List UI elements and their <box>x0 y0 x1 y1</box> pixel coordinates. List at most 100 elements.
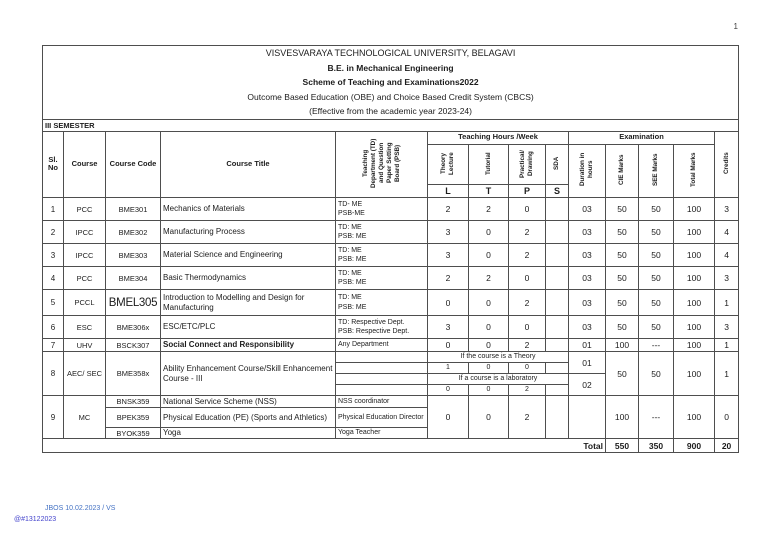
credits-cell: 1 <box>713 351 740 396</box>
td-psb-cell: TD: ME PSB: ME <box>335 266 428 290</box>
obe-cbcs-line: Outcome Based Education (OBE) and Choice… <box>247 91 534 102</box>
course-row-1: 1 PCC BME301 Mechanics of Materials TD- … <box>42 197 740 221</box>
p-cell: 0 <box>508 266 546 290</box>
theory-t-cell: 0 <box>468 362 509 374</box>
course-type-cell: IPCC <box>63 220 106 244</box>
cie-cell: 100 <box>605 338 639 352</box>
p-cell: 2 <box>508 338 546 352</box>
sl-cell: 9 <box>42 395 64 439</box>
duration-cell: 03 <box>568 289 606 316</box>
program-title: B.E. in Mechanical Engineering <box>327 62 454 73</box>
col-header-duration: Duration in hours <box>568 143 606 198</box>
td-line: TD: ME <box>338 269 362 277</box>
s-cell <box>545 243 569 267</box>
psb-line: PSB: ME <box>338 256 367 263</box>
semester-row: III SEMESTER <box>41 118 740 132</box>
see-cell: 50 <box>638 197 674 221</box>
p-cell: 0 <box>508 315 546 339</box>
credits-cell: 3 <box>713 266 740 290</box>
sl-cell: 7 <box>42 338 64 352</box>
total-marks-cell: 100 <box>673 220 715 244</box>
course-title-cell: Ability Enhancement Course/Skill Enhance… <box>160 351 336 396</box>
td-psb-cell: Physical Education Director <box>335 407 428 428</box>
see-cell: --- <box>638 395 674 439</box>
col-header-course-title: Course Title <box>160 130 336 198</box>
total-marks-cell: 100 <box>673 243 715 267</box>
col-header-course-code: Course Code <box>105 130 161 198</box>
total-marks-cell: 100 <box>673 266 715 290</box>
duration-cell: 03 <box>568 266 606 290</box>
course-code-cell: BME301 <box>105 197 161 221</box>
l-cell: 2 <box>427 197 469 221</box>
cie-cell: 50 <box>605 266 639 290</box>
total-marks-cell: 100 <box>673 315 715 339</box>
td-psb-cell: Any Department <box>335 338 428 352</box>
practical-drawing-vertical-label: Practical/ Drawing <box>519 149 534 178</box>
sub-header-s: S <box>545 184 569 198</box>
see-cell: --- <box>638 338 674 352</box>
psb-line: PSB: ME <box>338 233 367 240</box>
t-cell: 0 <box>468 220 509 244</box>
title-row: VISVESVARAYA TECHNOLOGICAL UNIVERSITY, B… <box>41 45 740 120</box>
total-marks-cell: 100 <box>673 338 715 352</box>
semester-label: III SEMESTER <box>41 118 740 132</box>
total-marks-cell: 900 <box>673 438 715 453</box>
duration-lab-cell: 02 <box>568 373 606 396</box>
group-header-examination: Examination <box>568 130 715 145</box>
sub-header-t: T <box>468 184 509 198</box>
cie-cell: 50 <box>605 197 639 221</box>
group-header-teaching-hours: Teaching Hours /Week <box>427 130 569 145</box>
course-code-cell: BSCK307 <box>105 338 161 352</box>
title-block: VISVESVARAYA TECHNOLOGICAL UNIVERSITY, B… <box>41 45 740 120</box>
course-type-cell: UHV <box>63 338 106 352</box>
course-type-cell: IPCC <box>63 243 106 267</box>
col-header-td-psb: Teaching Department (TD) and Question Pa… <box>335 130 428 198</box>
total-label: Total <box>42 438 606 453</box>
lab-t-cell: 0 <box>468 384 509 396</box>
total-row: Total 550 350 900 20 <box>42 438 740 453</box>
td-psb-cell: NSS coordinator <box>335 395 428 408</box>
see-cell: 50 <box>638 266 674 290</box>
lab-p-cell: 2 <box>508 384 546 396</box>
cie-cell: 50 <box>605 289 639 316</box>
sub-header-p: P <box>508 184 546 198</box>
sl-cell: 5 <box>42 289 64 316</box>
sda-vertical-label: SDA <box>553 156 560 170</box>
col-header-cie-marks: CIE Marks <box>605 143 639 198</box>
lab-s-cell <box>545 384 569 396</box>
col-header-see-marks: SEE Marks <box>638 143 674 198</box>
td-line: TD: ME <box>338 294 362 301</box>
psb-line: PSB-ME <box>338 210 365 217</box>
cie-cell: 50 <box>605 220 639 244</box>
td-line: TD- ME <box>338 200 363 208</box>
s-cell <box>545 266 569 290</box>
duration-cell <box>568 395 606 439</box>
duration-cell: 03 <box>568 220 606 244</box>
total-see-cell: 350 <box>638 438 674 453</box>
course-type-cell: PCC <box>63 266 106 290</box>
duration-theory-cell: 01 <box>568 351 606 374</box>
course-row-9-sub-2: BPEK359 Physical Education (PE) (Sports … <box>43 407 739 428</box>
col-header-practical-drawing: Practical/ Drawing <box>508 143 546 185</box>
duration-cell: 03 <box>568 243 606 267</box>
psb-line: PSB: ME <box>338 303 367 311</box>
psb-line: PSB: ME <box>338 279 367 286</box>
s-cell <box>545 395 569 439</box>
see-cell: 50 <box>638 220 674 244</box>
p-cell: 2 <box>508 220 546 244</box>
t-cell: 2 <box>468 266 509 290</box>
course-title-cell: National Service Scheme (NSS) <box>160 395 336 408</box>
duration-vertical-label: Duration in hours <box>579 152 594 187</box>
course-title-cell: Basic Thermodynamics <box>160 266 336 290</box>
course-type-cell: PCC <box>63 197 106 221</box>
duration-cell: 03 <box>568 197 606 221</box>
col-header-credits: Credits <box>713 130 740 198</box>
footer-jbos-line: JBOS 10.02.2023 / VS <box>45 505 116 512</box>
course-type-cell: ESC <box>63 315 106 339</box>
p-cell: 0 <box>508 197 546 221</box>
course-title-cell: Material Science and Engineering <box>160 243 336 267</box>
course-code-cell: BME304 <box>105 266 161 290</box>
td-line: TD: ME <box>338 246 362 254</box>
scheme-table: VISVESVARAYA TECHNOLOGICAL UNIVERSITY, B… <box>41 45 740 453</box>
td-psb-cell: TD: Respective Dept. PSB: Respective Dept… <box>335 315 428 339</box>
